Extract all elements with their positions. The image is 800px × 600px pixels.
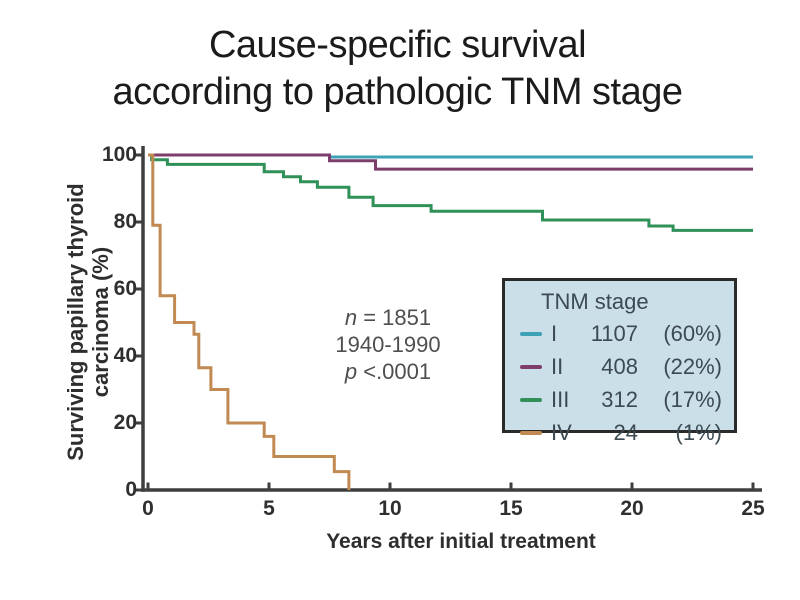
stage-2-percent: (22%) — [663, 353, 722, 379]
x-tick-label-25: 25 — [741, 497, 765, 520]
stage-3-percent: (17%) — [663, 386, 722, 412]
y-tick-label-0: 0 — [125, 478, 137, 501]
x-tick-label-0: 0 — [142, 497, 154, 520]
stage-3-line-swatch — [520, 397, 542, 402]
x-tick-label-15: 15 — [499, 497, 523, 520]
stage-4-count: 24 — [613, 419, 638, 445]
chart-title-line2: according to pathologic TNM stage — [112, 71, 683, 113]
legend-row-stage-3: III 312 (17%) — [505, 383, 734, 416]
survival-curve-stage-IV — [148, 153, 351, 490]
stage-1-label: I — [551, 320, 558, 346]
x-tick-label-20: 20 — [620, 497, 644, 520]
annotation-n-symbol: n — [344, 305, 358, 330]
legend-box: TNM stage I 1107 (60%) II 408 (22%) III … — [502, 278, 737, 445]
legend-title: TNM stage — [541, 289, 649, 314]
annotation-p-symbol: p — [344, 359, 358, 384]
annotation-n: n = 1851 — [288, 304, 488, 331]
stage-1-count: 1107 — [590, 320, 638, 346]
stage-2-line-swatch — [520, 364, 542, 369]
annotation-p-value: <.0001 — [357, 359, 432, 384]
stage-4-line-swatch — [520, 430, 542, 435]
stage-3-count: 312 — [601, 386, 638, 412]
legend-row-stage-1: I 1107 (60%) — [505, 317, 734, 350]
stage-4-percent: (1%) — [675, 419, 722, 445]
annotation-p: p <.0001 — [288, 358, 488, 385]
stage-2-count: 408 — [601, 353, 638, 379]
annotation-period: 1940-1990 — [335, 332, 441, 357]
y-tick-label-60: 60 — [113, 277, 137, 300]
survival-curve-stage-III — [148, 153, 753, 232]
chart-title: Cause-specific survival according to pat… — [0, 22, 795, 116]
legend-row-stage-2: II 408 (22%) — [505, 350, 734, 383]
y-tick-label-100: 100 — [101, 143, 137, 166]
y-tick-label-80: 80 — [113, 210, 137, 233]
stage-3-label: III — [551, 386, 570, 412]
chart-title-line1: Cause-specific survival — [208, 24, 587, 66]
stage-1-percent: (60%) — [663, 320, 722, 346]
stage-1-line-swatch — [520, 331, 542, 336]
stage-4-label: IV — [551, 419, 572, 445]
study-annotation: n = 1851 1940-1990 p <.0001 — [288, 304, 488, 385]
survival-curve-stage-II — [148, 153, 753, 171]
x-tick-label-10: 10 — [378, 497, 402, 520]
stage-2-label: II — [551, 353, 564, 379]
y-tick-label-40: 40 — [113, 344, 137, 367]
y-tick-label-20: 20 — [113, 411, 137, 434]
annotation-n-value: = 1851 — [357, 305, 432, 330]
legend-row-stage-4: IV 24 (1%) — [505, 416, 734, 449]
x-tick-label-5: 5 — [263, 497, 275, 520]
x-axis-label: Years after initial treatment — [326, 530, 596, 553]
